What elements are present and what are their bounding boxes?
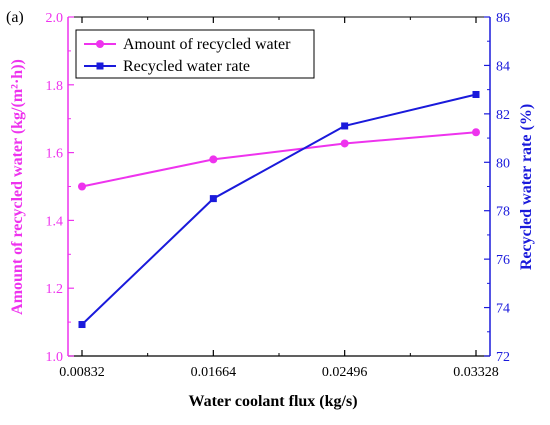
right-axis-tick-label: 76	[496, 253, 510, 268]
right-axis-tick-label: 80	[496, 156, 510, 171]
data-point-rate-2	[341, 122, 349, 130]
legend-item-amount: Amount of recycled water	[84, 36, 291, 53]
right-axis-tick-label: 82	[496, 108, 510, 123]
panel-label: (a)	[6, 9, 24, 26]
left-axis-tick-label: 1.2	[46, 282, 64, 297]
legend-label-amount: Amount of recycled water	[123, 36, 291, 53]
left-axis: 1.0 1.2 1.4 1.6 1.8 2.0	[46, 11, 74, 365]
left-axis-tick-label: 1.8	[46, 79, 64, 94]
right-axis-title: Recycled water rate (%)	[518, 104, 535, 270]
x-axis-tick-label: 0.03328	[453, 365, 499, 380]
right-axis-tick-label: 72	[496, 350, 510, 365]
data-point-amount-0	[78, 182, 86, 191]
series-line-amount	[81, 131, 477, 188]
legend: Amount of recycled water Recycled water …	[75, 29, 315, 79]
legend-item-rate: Recycled water rate	[84, 58, 250, 75]
x-axis-tick-label: 0.00832	[59, 365, 105, 380]
x-axis-tick-label: 0.02496	[322, 365, 368, 380]
left-axis-title: Amount of recycled water (kg/(m²·h))	[9, 59, 26, 315]
data-point-rate-3	[472, 90, 480, 98]
series-layer	[78, 90, 480, 329]
data-point-amount-1	[209, 155, 218, 164]
x-axis-tick-label: 0.01664	[191, 365, 237, 380]
right-axis-tick-label: 78	[496, 205, 510, 220]
x-axis: 0.00832 0.01664 0.02496 0.03328	[59, 17, 499, 380]
data-point-amount-3	[472, 128, 480, 137]
data-point-rate-0	[78, 321, 86, 329]
legend-box	[75, 29, 315, 79]
legend-marker-amount	[96, 40, 104, 48]
left-axis-tick-label: 1.4	[46, 214, 64, 229]
legend-marker-rate	[96, 62, 104, 70]
right-axis-tick-label: 84	[496, 59, 510, 74]
right-axis-tick-label: 86	[496, 11, 510, 26]
left-axis-tick-label: 1.0	[46, 350, 64, 365]
right-axis-tick-label: 74	[496, 302, 510, 317]
data-point-amount-2	[340, 139, 349, 148]
legend-label-rate: Recycled water rate	[123, 58, 250, 75]
left-axis-tick-label: 2.0	[46, 11, 64, 26]
left-axis-tick-label: 1.6	[46, 147, 64, 162]
x-axis-title: Water coolant flux (kg/s)	[188, 393, 357, 410]
right-axis: 72 74 76 78 80 82 84 86	[484, 11, 510, 365]
data-point-rate-1	[209, 195, 217, 203]
series-line-rate	[81, 93, 477, 326]
